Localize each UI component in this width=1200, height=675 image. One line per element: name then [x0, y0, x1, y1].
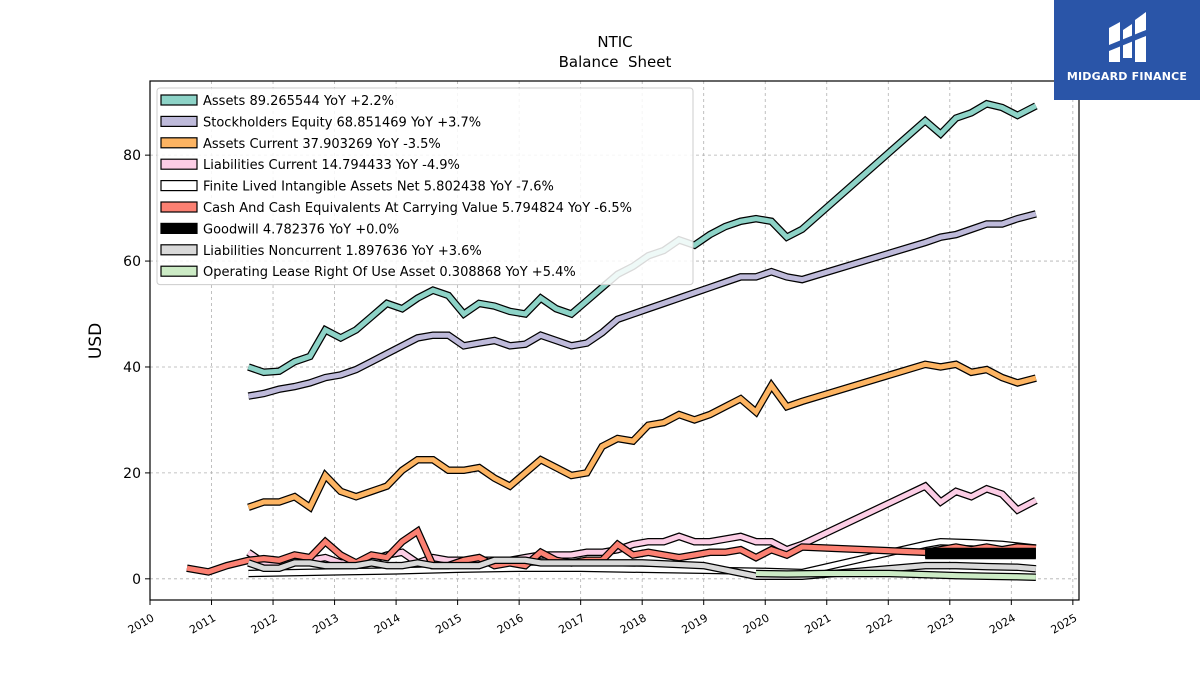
x-tick-label: 2016 [495, 611, 526, 636]
legend-swatch [160, 201, 198, 213]
legend-swatch [160, 115, 198, 128]
x-tick-label: 2024 [987, 611, 1018, 636]
series-line-1 [247, 211, 1037, 399]
legend-swatch [160, 180, 198, 192]
series-line-0 [247, 101, 1038, 375]
y-tick-label: 0 [132, 572, 141, 588]
legend-label: Goodwill 4.782376 YoY +0.0% [203, 222, 399, 237]
x-tick-label: 2020 [741, 611, 772, 636]
x-tick-label: 2013 [310, 611, 341, 636]
legend-label: Liabilities Current 14.794433 YoY -4.9% [203, 158, 460, 173]
legend-swatch [160, 265, 198, 277]
legend-label: Assets Current 37.903269 YoY -3.5% [203, 137, 441, 152]
legend-label: Stockholders Equity 68.851469 YoY +3.7% [203, 115, 481, 130]
legend-swatch [160, 137, 198, 149]
x-tick-label: 2015 [433, 611, 464, 636]
brand-logo: MIDGARD FINANCE [1054, 0, 1200, 100]
x-tick-label: 2022 [864, 611, 895, 636]
x-tick-label: 2021 [803, 611, 834, 636]
chart-title: NTIC [597, 33, 632, 51]
y-axis: 0 20 40 60 80 [123, 148, 150, 588]
legend-label: Cash And Cash Equivalents At Carrying Va… [203, 201, 632, 216]
x-tick-label: 2010 [126, 611, 157, 636]
y-tick-label: 40 [123, 360, 141, 376]
x-tick-label: 2011 [187, 611, 218, 636]
x-tick-label: 2014 [372, 611, 403, 636]
legend-label: Liabilities Noncurrent 1.897636 YoY +3.6… [203, 244, 482, 259]
series-line-4 [248, 539, 1037, 576]
legend: Assets 89.265544 YoY +2.2% Stockholders E… [156, 87, 694, 286]
plot-frame [149, 80, 1080, 601]
legend-box [156, 87, 694, 286]
x-tick-label: 2017 [556, 611, 587, 636]
x-axis: 2010 2011 2012 2013 2014 2015 2016 2017 2018 2019… [126, 600, 1080, 637]
series-layer [186, 99, 1038, 581]
y-axis-label: USD [86, 323, 106, 359]
legend-swatch [160, 244, 198, 256]
x-tick-label: 2019 [679, 611, 710, 636]
y-tick-label: 60 [123, 254, 141, 270]
x-tick-label: 2012 [249, 611, 280, 636]
legend-swatch [160, 94, 198, 106]
legend-swatch [160, 158, 198, 170]
y-tick-label: 20 [123, 466, 141, 482]
x-tick-label: 2025 [1049, 611, 1080, 636]
brand-name: MIDGARD FINANCE [1066, 70, 1188, 83]
legend-label: Finite Lived Intangible Assets Net 5.802… [203, 180, 554, 195]
legend-swatch [160, 222, 198, 234]
y-tick-label: 80 [123, 148, 141, 164]
series-line-2 [247, 361, 1037, 512]
chart-subtitle: Balance Sheet [559, 53, 672, 71]
legend-label: Assets 89.265544 YoY +2.2% [203, 94, 394, 109]
x-tick-label: 2018 [618, 611, 649, 636]
x-tick-label: 2023 [926, 611, 957, 636]
midgard-logo-icon [1109, 12, 1146, 62]
series-line-8 [755, 571, 1036, 580]
legend-label: Operating Lease Right Of Use Asset 0.308… [203, 265, 576, 280]
